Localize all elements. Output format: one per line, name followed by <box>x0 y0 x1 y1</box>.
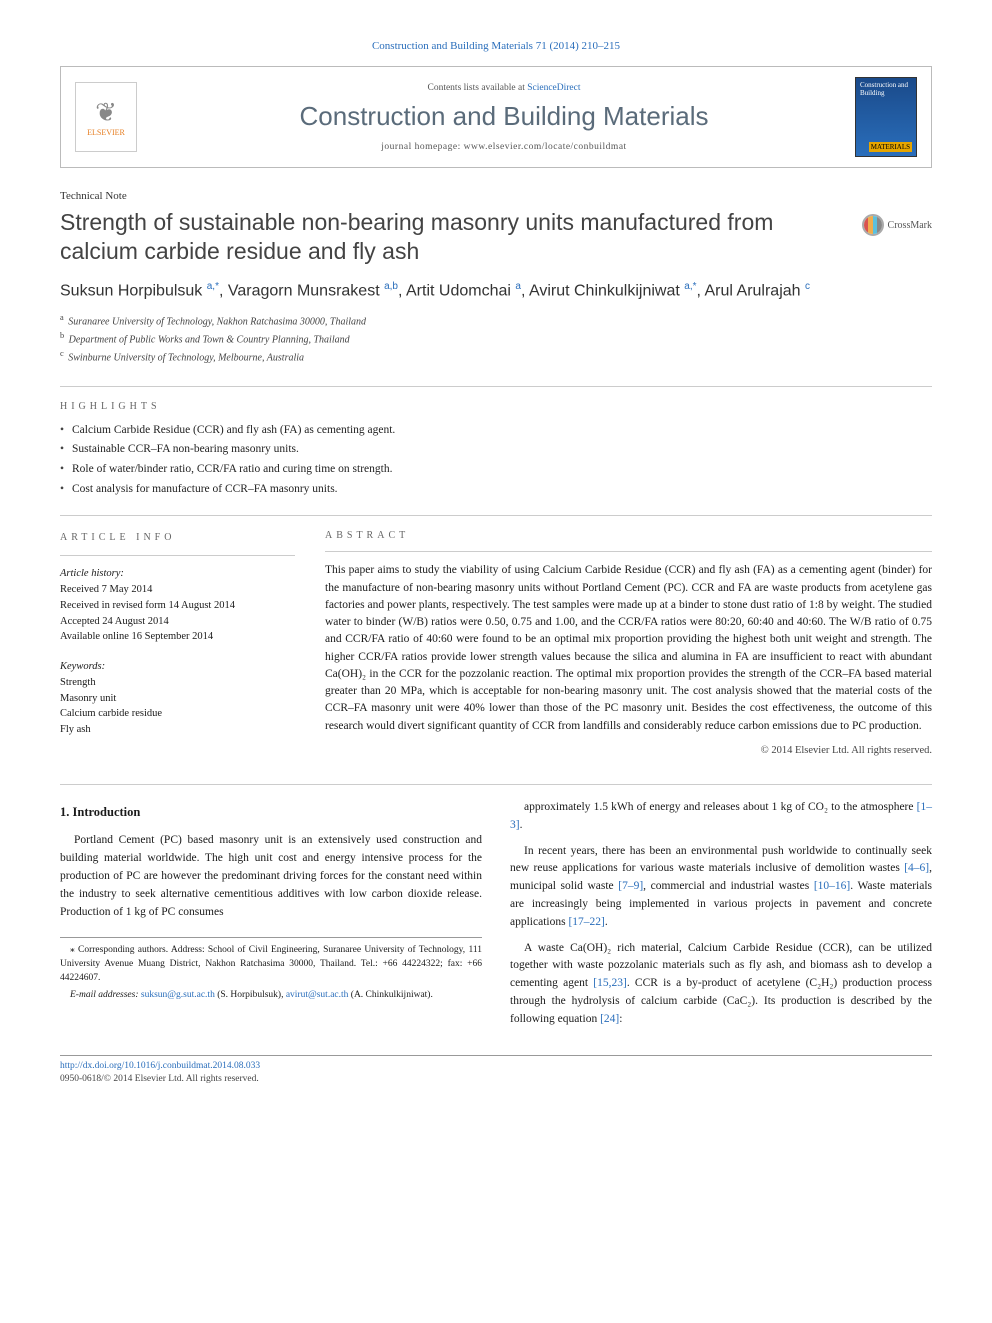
ref-24[interactable]: [24] <box>600 1013 619 1025</box>
citation-link[interactable]: Construction and Building Materials 71 (… <box>372 40 620 52</box>
crossmark-label: CrossMark <box>888 220 932 231</box>
affiliation: c Swinburne University of Technology, Me… <box>60 348 932 366</box>
intro-p4: A waste Ca(OH)₂ rich material, Calcium C… <box>510 940 932 1029</box>
header-center: Contents lists available at ScienceDirec… <box>153 83 855 152</box>
divider <box>60 515 932 516</box>
article-info-col: ARTICLE INFO Article history: Received 7… <box>60 530 295 756</box>
contents-prefix: Contents lists available at <box>427 83 527 93</box>
p4c: : <box>619 1013 622 1025</box>
divider <box>60 386 932 387</box>
highlight-item: Cost analysis for manufacture of CCR–FA … <box>60 481 932 498</box>
contents-line: Contents lists available at ScienceDirec… <box>153 83 855 93</box>
journal-cover-thumbnail: Construction and Building MATERIALS <box>855 77 917 157</box>
citation-line: Construction and Building Materials 71 (… <box>60 40 932 52</box>
keyword: Strength <box>60 675 295 691</box>
divider <box>60 784 932 785</box>
intro-p2: approximately 1.5 kWh of energy and rele… <box>510 799 932 835</box>
divider <box>325 551 932 552</box>
abstract-copyright: © 2014 Elsevier Ltd. All rights reserved… <box>325 745 932 756</box>
page: Construction and Building Materials 71 (… <box>0 0 992 1126</box>
journal-title: Construction and Building Materials <box>153 101 855 132</box>
corresponding-footnote: ⁎ Corresponding authors. Address: School… <box>60 944 482 985</box>
history-item: Accepted 24 August 2014 <box>60 614 295 630</box>
authors: Suksun Horpibulsuk a,*, Varagorn Munsrak… <box>60 280 932 303</box>
cover-title: Construction and Building <box>860 82 912 97</box>
article-type: Technical Note <box>60 190 932 202</box>
history-item: Received 7 May 2014 <box>60 582 295 598</box>
highlight-item: Sustainable CCR–FA non-bearing masonry u… <box>60 441 932 458</box>
crossmark-badge[interactable]: CrossMark <box>862 214 932 236</box>
p2b: . <box>520 819 523 831</box>
crossmark-icon <box>862 214 884 236</box>
emails-label: E-mail addresses: <box>70 990 141 1000</box>
body-columns: 1. Introduction Portland Cement (PC) bas… <box>60 799 932 1029</box>
ref-10-16[interactable]: [10–16] <box>814 880 850 892</box>
meta-row: ARTICLE INFO Article history: Received 7… <box>60 530 932 756</box>
intro-p1: Portland Cement (PC) based masonry unit … <box>60 832 482 921</box>
homepage-url: www.elsevier.com/locate/conbuildmat <box>464 142 627 152</box>
abstract-col: ABSTRACT This paper aims to study the vi… <box>325 530 932 756</box>
history-item: Available online 16 September 2014 <box>60 629 295 645</box>
affiliation: b Department of Public Works and Town & … <box>60 330 932 348</box>
elsevier-label: ELSEVIER <box>87 128 125 137</box>
journal-header: ❦ ELSEVIER Contents lists available at S… <box>60 66 932 168</box>
history-head: Article history: <box>60 566 295 582</box>
journal-homepage: journal homepage: www.elsevier.com/locat… <box>153 142 855 152</box>
email-link-1[interactable]: suksun@g.sut.ac.th <box>141 990 215 1000</box>
ref-17-22[interactable]: [17–22] <box>568 916 604 928</box>
intro-p3: In recent years, there has been an envir… <box>510 843 932 932</box>
footnotes: ⁎ Corresponding authors. Address: School… <box>60 937 482 1002</box>
elsevier-tree-icon: ❦ <box>95 98 117 128</box>
p2a: approximately 1.5 kWh of energy and rele… <box>524 801 917 813</box>
doi-link[interactable]: http://dx.doi.org/10.1016/j.conbuildmat.… <box>60 1061 260 1071</box>
history-item: Received in revised form 14 August 2014 <box>60 598 295 614</box>
keywords-head: Keywords: <box>60 659 295 675</box>
affiliation: a Suranaree University of Technology, Na… <box>60 312 932 330</box>
abstract-text: This paper aims to study the viability o… <box>325 562 932 735</box>
issn-copyright: 0950-0618/© 2014 Elsevier Ltd. All right… <box>60 1074 259 1084</box>
email-person-2: (A. Chinkulkijniwat). <box>348 990 432 1000</box>
highlight-item: Role of water/binder ratio, CCR/FA ratio… <box>60 461 932 478</box>
cover-word: MATERIALS <box>869 142 912 152</box>
p3e: . <box>605 916 608 928</box>
email-person-1: (S. Horpibulsuk), <box>215 990 286 1000</box>
highlights-list: Calcium Carbide Residue (CCR) and fly as… <box>60 422 932 498</box>
p3c: , commercial and industrial wastes <box>643 880 814 892</box>
email-link-2[interactable]: avirut@sut.ac.th <box>286 990 349 1000</box>
email-footnote: E-mail addresses: suksun@g.sut.ac.th (S.… <box>60 989 482 1003</box>
article-title: Strength of sustainable non-bearing maso… <box>60 208 800 266</box>
title-row: Strength of sustainable non-bearing maso… <box>60 208 932 280</box>
ref-4-6[interactable]: [4–6] <box>904 862 929 874</box>
keyword: Masonry unit <box>60 691 295 707</box>
ref-7-9[interactable]: [7–9] <box>618 880 643 892</box>
divider <box>60 555 295 556</box>
article-history: Article history: Received 7 May 2014Rece… <box>60 566 295 645</box>
keyword: Calcium carbide residue <box>60 706 295 722</box>
ref-15-23[interactable]: [15,23] <box>593 977 627 989</box>
highlights-label: HIGHLIGHTS <box>60 401 932 412</box>
highlight-item: Calcium Carbide Residue (CCR) and fly as… <box>60 422 932 439</box>
homepage-prefix: journal homepage: <box>381 142 463 152</box>
article-info-label: ARTICLE INFO <box>60 530 295 545</box>
keyword: Fly ash <box>60 722 295 738</box>
intro-heading: 1. Introduction <box>60 803 482 822</box>
abstract-label: ABSTRACT <box>325 530 932 541</box>
p3a: In recent years, there has been an envir… <box>510 845 932 875</box>
elsevier-logo: ❦ ELSEVIER <box>75 82 137 152</box>
keywords-block: Keywords: StrengthMasonry unitCalcium ca… <box>60 659 295 738</box>
sciencedirect-link[interactable]: ScienceDirect <box>527 83 580 93</box>
affiliations: a Suranaree University of Technology, Na… <box>60 312 932 365</box>
doi-block: http://dx.doi.org/10.1016/j.conbuildmat.… <box>60 1055 932 1087</box>
